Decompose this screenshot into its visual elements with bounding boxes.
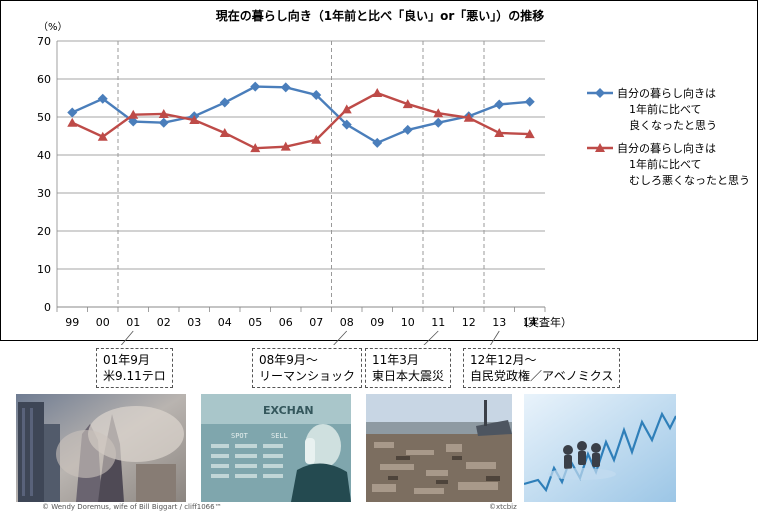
y-tick-label-20: 20 xyxy=(37,225,51,238)
board-word-sell: SELL xyxy=(271,432,288,440)
point-s0-05 xyxy=(250,81,261,92)
event-earthquake-date: 11年3月 xyxy=(372,353,419,367)
point-s0-14 xyxy=(524,96,535,107)
point-s1-03 xyxy=(189,115,200,125)
point-s0-99 xyxy=(67,107,78,118)
point-s1-12 xyxy=(463,112,474,122)
point-s0-07 xyxy=(311,89,322,100)
y-tick-label-0: 0 xyxy=(44,301,51,314)
event-abenomics-date: 12年12月～ xyxy=(470,353,537,367)
point-s1-09 xyxy=(372,88,383,98)
photo-tsunami-debris xyxy=(366,394,512,502)
event-abenomics-label: 自民党政権／アベノミクス xyxy=(470,369,614,383)
event-911-date: 01年9月 xyxy=(103,353,150,367)
point-s0-02 xyxy=(158,117,169,128)
x-tick-label-05: 05 xyxy=(248,316,262,329)
x-tick-label-06: 06 xyxy=(279,316,293,329)
y-tick-label-30: 30 xyxy=(37,187,51,200)
x-tick-label-13: 13 xyxy=(492,316,506,329)
x-tick-label-07: 07 xyxy=(309,316,323,329)
x-tick-label-00: 00 xyxy=(96,316,110,329)
photo-credit-2: ©xtcbiz xyxy=(489,503,517,511)
legend-text-0-1: 1年前に比べて xyxy=(629,102,702,116)
series-line-1 xyxy=(71,91,530,150)
x-tick-label-12: 12 xyxy=(462,316,476,329)
photo-exchange-board: EXCHAN SPOT SELL xyxy=(201,394,351,502)
legend-text-1-0: 自分の暮らし向きは xyxy=(617,141,716,155)
point-s1-05 xyxy=(250,143,261,153)
point-s1-07 xyxy=(311,134,322,144)
event-connector-11 xyxy=(423,330,439,345)
x-tick-label-08: 08 xyxy=(340,316,354,329)
x-tick-label-10: 10 xyxy=(401,316,415,329)
legend-text-1-1: 1年前に比べて xyxy=(629,157,702,171)
point-s0-01 xyxy=(128,116,139,127)
point-s1-99 xyxy=(67,117,78,127)
board-word-spot: SPOT xyxy=(231,432,249,440)
point-s0-06 xyxy=(280,82,291,93)
legend-marker-0 xyxy=(595,88,605,98)
y-tick-label-50: 50 xyxy=(37,111,51,124)
point-s0-04 xyxy=(219,97,230,108)
photo-911-ruins xyxy=(16,394,186,502)
point-s0-09 xyxy=(372,137,383,148)
point-s1-14 xyxy=(524,129,535,139)
event-lehman-date: 08年9月～ xyxy=(259,353,318,367)
x-axis-label: （実査年） xyxy=(517,315,572,329)
point-s1-01 xyxy=(128,109,139,119)
event-callout-abenomics: 12年12月～ 自民党政権／アベノミクス xyxy=(463,348,621,388)
event-earthquake-label: 東日本大震災 xyxy=(372,369,445,383)
event-911-label: 米9.11テロ xyxy=(103,369,166,383)
point-s1-00 xyxy=(97,131,108,141)
point-s1-10 xyxy=(402,99,413,109)
x-tick-label-01: 01 xyxy=(126,316,140,329)
chart-title: 現在の暮らし向き（1年前と比べ「良い」or「悪い」）の推移 xyxy=(216,8,545,23)
x-tick-label-11: 11 xyxy=(431,316,445,329)
point-s0-11 xyxy=(433,117,444,128)
event-callout-earthquake: 11年3月 東日本大震災 xyxy=(365,348,452,388)
event-connector-01 xyxy=(120,330,134,345)
event-callout-911: 01年9月 米9.11テロ xyxy=(96,348,173,388)
point-s1-06 xyxy=(280,141,291,151)
point-s1-13 xyxy=(494,127,505,137)
point-s0-10 xyxy=(402,124,413,135)
point-s1-11 xyxy=(433,108,444,118)
legend-text-0-0: 自分の暮らし向きは xyxy=(617,86,716,100)
y-tick-label-10: 10 xyxy=(37,263,51,276)
x-tick-label-14: 14 xyxy=(523,316,537,329)
event-connector-08 xyxy=(333,330,348,345)
x-tick-label-09: 09 xyxy=(370,316,384,329)
legend-text-0-2: 良くなったと思う xyxy=(629,118,717,132)
point-s0-13 xyxy=(494,99,505,110)
legend-marker-1 xyxy=(595,143,605,152)
event-callout-lehman: 08年9月～ リーマンショック xyxy=(252,348,363,388)
photo-credit-1: © Wendy Doremus, wife of Bill Biggart / … xyxy=(42,503,222,511)
y-tick-label-40: 40 xyxy=(37,149,51,162)
x-tick-label-02: 02 xyxy=(157,316,171,329)
y-tick-label-70: 70 xyxy=(37,35,51,48)
exchange-board-text: EXCHAN xyxy=(263,404,314,417)
series-line-0 xyxy=(71,85,530,145)
point-s1-04 xyxy=(219,127,230,137)
y-axis-label: （%） xyxy=(38,21,68,33)
point-s0-00 xyxy=(97,93,108,104)
x-tick-label-03: 03 xyxy=(187,316,201,329)
x-tick-label-99: 99 xyxy=(65,316,79,329)
event-connector-13 xyxy=(490,330,500,345)
point-s1-08 xyxy=(341,104,352,114)
point-s0-08 xyxy=(341,119,352,130)
y-tick-label-60: 60 xyxy=(37,73,51,86)
point-s1-02 xyxy=(158,108,169,118)
photo-rising-stock-line xyxy=(524,394,676,502)
x-tick-label-04: 04 xyxy=(218,316,232,329)
event-lehman-label: リーマンショック xyxy=(259,369,356,383)
line-chart: 現在の暮らし向き（1年前と比べ「良い」or「悪い」）の推移（%）01020304… xyxy=(37,8,750,345)
legend-text-1-2: むしろ悪くなったと思う xyxy=(629,174,750,187)
chart-frame xyxy=(0,0,758,341)
